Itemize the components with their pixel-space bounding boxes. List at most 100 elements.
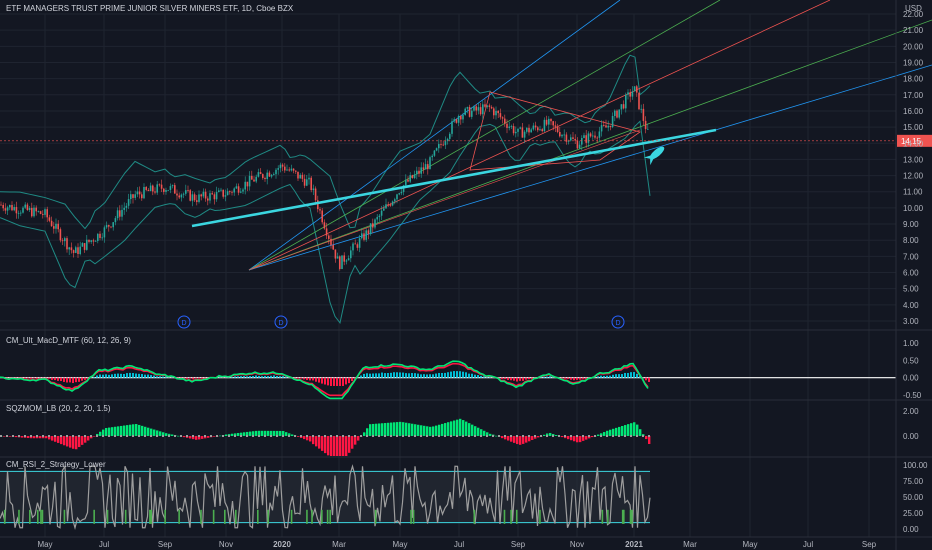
sqz-histogram-bar (516, 436, 519, 445)
macd-histogram-bar (57, 377, 59, 381)
macd-histogram-bar (375, 373, 377, 378)
sqz-histogram-bar (219, 435, 222, 437)
sqz-dot (144, 435, 146, 437)
sqz-histogram-bar (111, 427, 114, 436)
macd-histogram-bar (318, 377, 320, 383)
sqz-dot (78, 435, 80, 437)
candle-body (380, 210, 383, 216)
sqz-histogram-bar (465, 421, 468, 436)
candle-body (528, 127, 530, 133)
macd-histogram-bar (63, 377, 65, 382)
sqz-histogram-bar (171, 434, 174, 436)
macd-histogram-bar (81, 377, 83, 381)
sqz-dot (330, 435, 332, 437)
candle-body (149, 185, 152, 192)
sqz-histogram-bar (240, 432, 243, 436)
candle-body (207, 198, 209, 201)
sqz-histogram-bar (225, 434, 228, 436)
rsi-panel[interactable] (0, 464, 651, 530)
macd-histogram-bar (264, 375, 266, 378)
sqz-histogram-bar (30, 436, 33, 439)
candle-body (545, 119, 548, 125)
macd-histogram-bar (600, 375, 602, 378)
candle-body (356, 244, 359, 248)
dividend-marker[interactable] (177, 315, 191, 329)
squeeze-momentum-panel[interactable] (0, 418, 651, 456)
candle-body (136, 191, 139, 195)
macd-histogram-bar (231, 377, 233, 378)
sqz-dot (294, 435, 296, 437)
candle-body (297, 171, 299, 179)
candle-body (499, 113, 502, 118)
sqz-histogram-bar (99, 431, 102, 436)
candle-body (471, 110, 473, 117)
sqz-dot (360, 435, 362, 437)
candle-body (605, 125, 607, 128)
candle-body (554, 125, 557, 127)
candle-body (438, 144, 440, 149)
candle-body (171, 185, 174, 187)
dividend-marker[interactable] (611, 315, 625, 329)
sqz-histogram-bar (318, 436, 321, 449)
sqz-dot (138, 435, 140, 437)
candle-body (17, 212, 20, 214)
sqz-histogram-bar (168, 433, 171, 436)
dividend-marker-label: D (181, 320, 186, 327)
sqz-histogram-bar (462, 420, 465, 436)
candle-body (101, 237, 103, 239)
candle-body (488, 105, 491, 107)
macd-histogram-bar (96, 375, 98, 378)
candle-body (578, 144, 581, 149)
sqz-histogram-bar (402, 422, 405, 436)
candle-body (343, 255, 345, 262)
sqz-dot (348, 435, 350, 437)
sqz-histogram-bar (633, 422, 636, 436)
sqz-histogram-bar (546, 433, 549, 436)
sqz-dot (540, 435, 542, 437)
macd-histogram-bar (606, 375, 608, 378)
macd-histogram-bar (519, 377, 521, 381)
sqz-histogram-bar (321, 436, 324, 451)
candle-body (607, 125, 609, 128)
candle-body (510, 126, 513, 127)
sqz-histogram-bar (135, 424, 138, 436)
sqz-histogram-bar (120, 425, 123, 436)
macd-histogram-bar (279, 376, 281, 378)
price-panel[interactable]: 14.15 D D D (0, 0, 932, 329)
candle-body (246, 181, 249, 187)
sqz-dot (210, 435, 212, 437)
candle-body (2, 204, 4, 209)
macd-histogram-bar (111, 374, 113, 378)
candle-body (422, 167, 425, 170)
macd-histogram-bar (576, 377, 578, 380)
rocket-icon[interactable] (643, 143, 667, 166)
sqz-histogram-bar (609, 429, 612, 436)
price-tick-label: 22.00 (903, 10, 924, 19)
sqz-dot (162, 435, 164, 437)
candle-body (138, 191, 141, 195)
candle-body (66, 238, 68, 250)
trend-line[interactable] (191, 128, 717, 228)
sqz-histogram-bar (87, 436, 90, 441)
sqz-dot (432, 435, 434, 437)
macd-tick-label: 0.50 (903, 356, 919, 365)
dividend-marker[interactable] (274, 315, 288, 329)
rocket-fins (643, 155, 654, 166)
candle-body (550, 118, 552, 122)
candle-body (328, 235, 330, 239)
candle-body (259, 172, 262, 175)
macd-histogram-bar (612, 374, 614, 378)
macd-panel[interactable] (0, 360, 896, 400)
sqz-histogram-bar (243, 432, 246, 436)
candle-body (213, 194, 216, 200)
candle-body (418, 170, 420, 174)
candle-body (42, 213, 44, 215)
fan-line (248, 0, 721, 271)
sqz-histogram-bar (78, 436, 81, 448)
sqz-histogram-bar (264, 430, 267, 436)
sqz-histogram-bar (198, 436, 201, 440)
macd-histogram-bar (372, 373, 374, 378)
sqz-histogram-bar (414, 424, 417, 436)
macd-histogram-bar (84, 377, 86, 380)
